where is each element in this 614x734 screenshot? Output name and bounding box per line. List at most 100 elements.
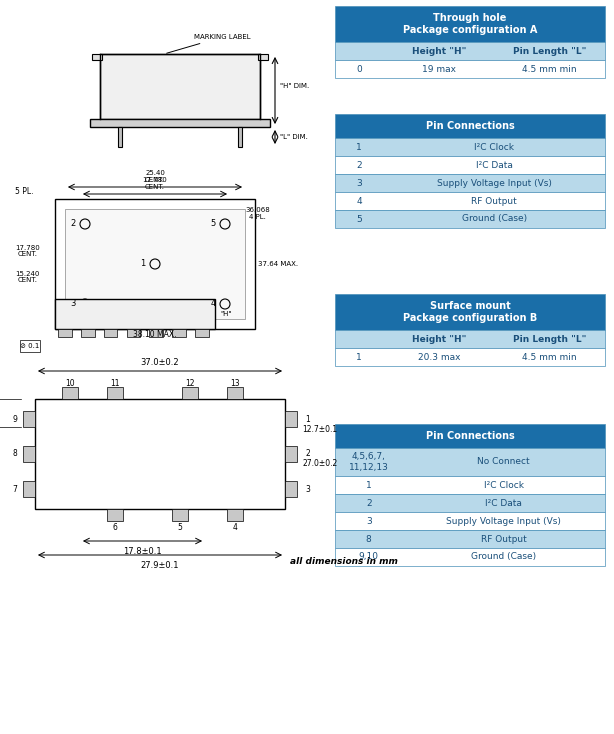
Text: 5: 5 [177, 523, 182, 531]
Text: Ground (Case): Ground (Case) [462, 214, 527, 223]
Bar [172, 509, 188, 521]
Bar [335, 512, 605, 530]
Bar [104, 329, 117, 337]
Text: Height "H": Height "H" [412, 335, 466, 344]
Text: 17.8±0.1: 17.8±0.1 [123, 547, 161, 556]
Text: 9,10: 9,10 [359, 553, 379, 562]
Bar [23, 411, 35, 427]
Bar [335, 192, 605, 210]
Text: 27.9±0.1: 27.9±0.1 [141, 561, 179, 570]
Bar [335, 156, 605, 174]
Text: Supply Voltage Input (Vs): Supply Voltage Input (Vs) [437, 178, 552, 187]
Bar [107, 509, 123, 521]
Text: 5 PL.: 5 PL. [15, 187, 34, 196]
Bar [118, 127, 122, 147]
Text: 20.3 max: 20.3 max [418, 352, 460, 362]
Text: Pin Length "L": Pin Length "L" [513, 46, 586, 56]
Bar [238, 127, 242, 147]
Text: 12: 12 [185, 379, 195, 388]
Bar [227, 509, 243, 521]
Bar [23, 481, 35, 497]
Bar [55, 299, 215, 329]
Text: I²C Clock: I²C Clock [484, 481, 524, 490]
Text: 2: 2 [357, 161, 362, 170]
Text: 37.64 MAX.: 37.64 MAX. [258, 261, 298, 267]
Text: 11: 11 [111, 379, 120, 388]
Bar [195, 329, 209, 337]
Text: 12.7±0.1: 12.7±0.1 [303, 424, 338, 434]
Text: 9: 9 [12, 415, 17, 424]
Bar [335, 60, 605, 78]
Text: 6: 6 [112, 523, 117, 531]
Text: Height "H": Height "H" [412, 46, 466, 56]
Bar [149, 329, 163, 337]
Text: ⊘ 0.1: ⊘ 0.1 [20, 343, 40, 349]
Text: Pin Length "L": Pin Length "L" [513, 335, 586, 344]
Bar [335, 6, 605, 42]
Text: Ground (Case): Ground (Case) [471, 553, 536, 562]
Text: 1: 1 [356, 142, 362, 151]
Bar [335, 330, 605, 348]
Bar [55, 199, 255, 329]
Text: 5: 5 [356, 214, 362, 223]
Bar [335, 138, 605, 156]
Text: I²C Data: I²C Data [485, 498, 522, 507]
Text: 10: 10 [65, 379, 75, 388]
Bar [92, 54, 102, 60]
Bar [335, 294, 605, 330]
Bar [65, 209, 245, 319]
Text: 37.0±0.2: 37.0±0.2 [141, 358, 179, 367]
Bar [335, 476, 605, 494]
Bar [107, 387, 123, 399]
Text: Through hole
Package configuration A: Through hole Package configuration A [403, 13, 537, 34]
Text: 17.780
CENT.: 17.780 CENT. [142, 177, 168, 190]
Text: 4.5 mm min: 4.5 mm min [523, 352, 577, 362]
Bar [285, 446, 297, 462]
Text: "L" DIM.: "L" DIM. [280, 134, 308, 140]
Text: 0: 0 [356, 65, 362, 73]
Bar [35, 399, 285, 509]
Text: 3: 3 [366, 517, 371, 526]
Text: I²C Clock: I²C Clock [474, 142, 515, 151]
Text: 5: 5 [211, 219, 216, 228]
Bar [100, 54, 260, 119]
Bar [335, 530, 605, 548]
Text: Pin Connections: Pin Connections [426, 431, 515, 441]
Bar [335, 114, 605, 138]
Bar [335, 424, 605, 448]
Text: No Connect: No Connect [478, 457, 530, 467]
Bar [23, 446, 35, 462]
Text: 4: 4 [357, 197, 362, 206]
Text: 1: 1 [366, 481, 371, 490]
Bar [173, 329, 186, 337]
Text: 1: 1 [356, 352, 362, 362]
Text: 27.0±0.2: 27.0±0.2 [302, 459, 338, 468]
Bar [335, 42, 605, 60]
Text: 17.780
CENT.: 17.780 CENT. [15, 244, 40, 258]
Text: 4: 4 [233, 523, 238, 531]
Bar [285, 411, 297, 427]
Text: Surface mount
Package configuration B: Surface mount Package configuration B [403, 301, 537, 323]
Text: "H": "H" [220, 311, 231, 317]
Text: 2: 2 [305, 449, 309, 459]
Text: 3: 3 [305, 484, 310, 493]
Text: all dimensions in mm: all dimensions in mm [290, 557, 398, 566]
Text: 2: 2 [71, 219, 76, 228]
Text: MARKING LABEL: MARKING LABEL [166, 34, 251, 54]
Bar [335, 494, 605, 512]
Text: Pin Connections: Pin Connections [426, 121, 515, 131]
Bar [227, 387, 243, 399]
Text: 19 max: 19 max [422, 65, 456, 73]
Text: 8: 8 [12, 449, 17, 459]
Text: 13: 13 [230, 379, 240, 388]
Text: 7: 7 [12, 484, 17, 493]
Text: 3: 3 [71, 299, 76, 308]
Bar [126, 329, 140, 337]
Text: I²C Data: I²C Data [476, 161, 513, 170]
Text: 4.5 mm min: 4.5 mm min [523, 65, 577, 73]
Bar [90, 119, 270, 127]
Bar [335, 448, 605, 476]
Bar [335, 548, 605, 566]
Text: 3: 3 [356, 178, 362, 187]
Text: 4: 4 [211, 299, 216, 308]
